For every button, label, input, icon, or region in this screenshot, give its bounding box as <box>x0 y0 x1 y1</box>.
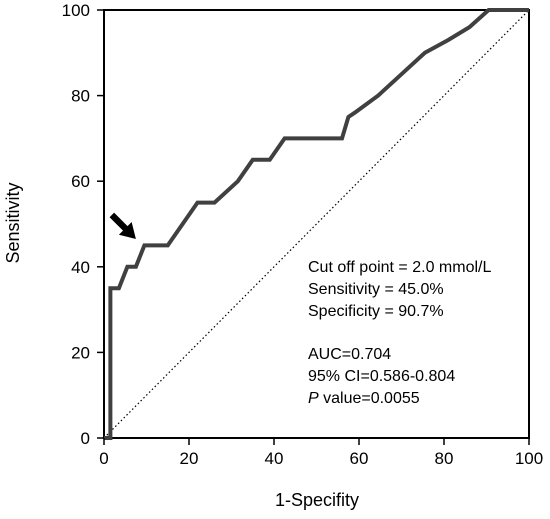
roc-series-layer <box>104 8 529 440</box>
p-value-label: P value=0.0055 <box>308 390 420 407</box>
reference-diagonal-layer <box>103 9 530 439</box>
reference-diagonal-line <box>103 9 530 439</box>
x-tick-label-1: 20 <box>180 449 199 468</box>
cutoff-line-2: Sensitivity = 45.0% <box>308 281 444 298</box>
cutoff-line-3: Specificity = 90.7% <box>308 303 444 320</box>
y-tick-label-4: 80 <box>71 87 90 106</box>
x-tick-label-0: 0 <box>99 449 108 468</box>
x-tick-label-5: 100 <box>515 449 543 468</box>
labels-layer: 0 20 40 60 80 100 0 20 40 60 80 100 <box>62 1 544 468</box>
ticks-layer <box>97 9 530 445</box>
y-tick-label-3: 60 <box>71 172 90 191</box>
plot-frame <box>103 9 530 439</box>
cutoff-arrow-layer <box>109 212 136 239</box>
y-tick-label-0: 0 <box>81 429 90 448</box>
p-italic: P <box>308 390 319 407</box>
y-tick-label-2: 40 <box>71 258 90 277</box>
y-axis-title: Sensitivity <box>3 182 23 263</box>
auc-label: AUC=0.704 <box>308 346 391 363</box>
p-value-rest: value=0.0055 <box>319 390 420 407</box>
x-axis-title: 1-Specifity <box>275 490 359 510</box>
annotation-block: Cut off point = 2.0 mmol/L Sensitivity =… <box>308 259 491 407</box>
x-tick-label-3: 60 <box>350 449 369 468</box>
cutoff-arrow-icon <box>109 212 136 239</box>
y-tick-label-5: 100 <box>62 1 90 20</box>
ci-label: 95% CI=0.586-0.804 <box>308 368 455 385</box>
plot-border <box>103 9 530 439</box>
roc-curve-line <box>104 8 529 440</box>
x-tick-label-4: 80 <box>435 449 454 468</box>
y-tick-label-1: 20 <box>71 343 90 362</box>
x-tick-label-2: 40 <box>265 449 284 468</box>
cutoff-line-1: Cut off point = 2.0 mmol/L <box>308 259 491 276</box>
